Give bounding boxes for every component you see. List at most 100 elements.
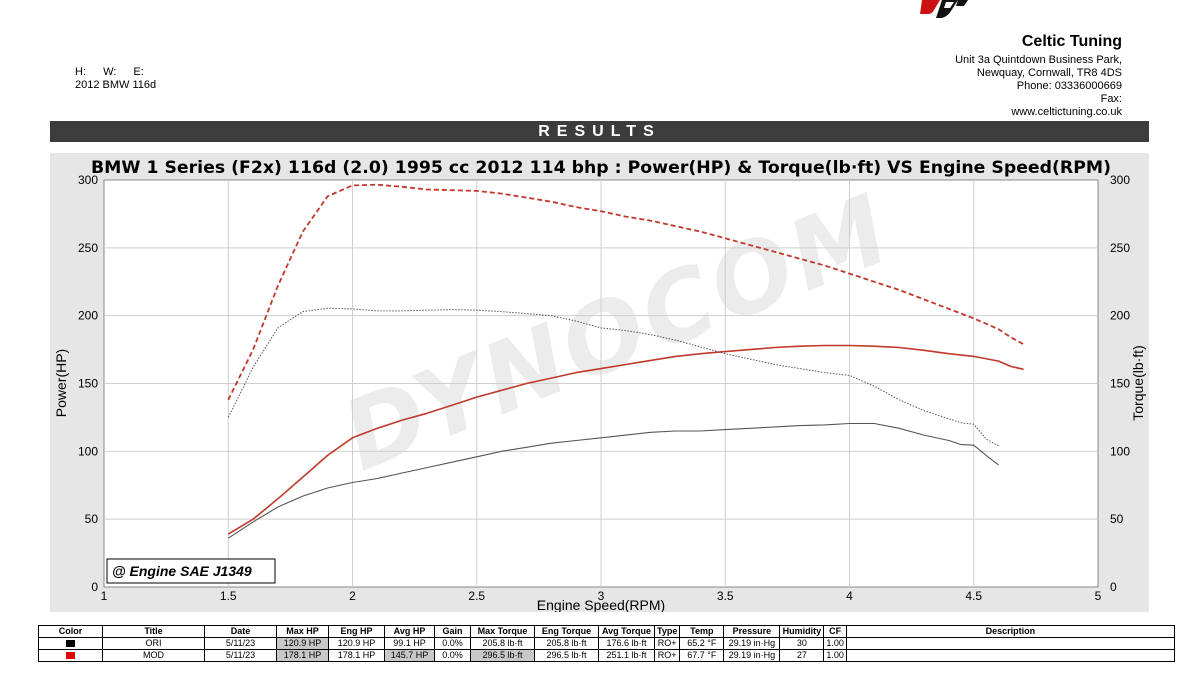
x-tick-label: 1.5 [220, 589, 237, 603]
row-pressure: 29.19 in·Hg [723, 637, 781, 650]
column-header: Gain [434, 625, 471, 638]
row-type: RO+ [653, 649, 681, 662]
row-description [845, 637, 1175, 650]
row-temp: 65.2 °F [679, 637, 725, 650]
row-cf: 1.00 [823, 637, 847, 650]
column-header: Pressure [723, 625, 781, 638]
row-avg-hp: 145.7 HP [384, 649, 435, 662]
row-eng-hp: 178.1 HP [328, 649, 385, 662]
row-color-cell [38, 637, 103, 650]
company-address-line2: Newquay, Cornwall, TR8 4DS [976, 67, 1122, 79]
y-tick-label-left: 300 [78, 173, 98, 187]
row-humidity: 27 [779, 649, 825, 662]
row-date: 5/11/23 [204, 649, 277, 662]
y-axis-label-left: Power(HP) [53, 349, 69, 417]
y-tick-label-left: 100 [78, 444, 98, 458]
row-humidity: 30 [779, 637, 825, 650]
company-phone: Phone: 03336000669 [1016, 80, 1122, 92]
y-tick-label-right: 150 [1110, 377, 1130, 391]
company-name: Celtic Tuning [1021, 33, 1122, 50]
company-website: www.celtictuning.co.uk [1011, 106, 1122, 118]
column-header: Max Torque [470, 625, 535, 638]
column-header: Type [653, 625, 681, 638]
row-cf: 1.00 [823, 649, 847, 662]
row-title: ORI [102, 637, 205, 650]
table-row-ori: ORI 5/11/23 120.9 HP 120.9 HP 99.1 HP 0.… [38, 637, 1175, 650]
x-tick-label: 1 [101, 589, 108, 603]
table-row-mod: MOD 5/11/23 178.1 HP 178.1 HP 145.7 HP 0… [38, 649, 1175, 662]
column-header: Humidity [779, 625, 825, 638]
column-header: CF [823, 625, 847, 638]
y-tick-label-right: 50 [1110, 512, 1124, 526]
row-color-cell [38, 649, 103, 662]
column-header: Temp [679, 625, 725, 638]
chart-title: BMW 1 Series (F2x) 116d (2.0) 1995 cc 20… [91, 158, 1111, 178]
x-tick-label: 2.5 [468, 589, 485, 603]
row-date: 5/11/23 [204, 637, 277, 650]
row-gain: 0.0% [434, 649, 471, 662]
company-fax: Fax: [1100, 93, 1122, 105]
column-header: Description [845, 625, 1175, 638]
column-header: Eng Torque [534, 625, 599, 638]
series-ori-power-line [227, 422, 999, 539]
results-table-header-row: Color Title Date Max HP Eng HP Avg HP Ga… [38, 625, 1175, 638]
x-tick-label: 4 [846, 589, 853, 603]
x-tick-label: 3 [598, 589, 605, 603]
series-mod-torque-line [227, 183, 1024, 401]
row-max-torque: 205.8 lb·ft [470, 637, 535, 650]
color-swatch [66, 652, 75, 660]
row-avg-hp: 99.1 HP [384, 637, 435, 650]
row-type: RO+ [653, 637, 681, 650]
column-header: Max HP [276, 625, 329, 638]
column-header: Eng HP [328, 625, 385, 638]
y-tick-label-left: 150 [78, 377, 98, 391]
company-address-line1: Unit 3a Quintdown Business Park, [955, 54, 1122, 66]
row-max-hp: 178.1 HP [276, 649, 329, 662]
row-max-hp: 120.9 HP [276, 637, 329, 650]
row-avg-torque: 251.1 lb·ft [598, 649, 655, 662]
column-header: Title [102, 625, 205, 638]
row-temp: 67.7 °F [679, 649, 725, 662]
row-avg-torque: 176.6 lb·ft [598, 637, 655, 650]
row-title: MOD [102, 649, 205, 662]
y-tick-label-right: 0 [1110, 580, 1117, 594]
annotation-box [106, 558, 276, 584]
results-table: Color Title Date Max HP Eng HP Avg HP Ga… [38, 625, 1175, 662]
row-pressure: 29.19 in·Hg [723, 649, 781, 662]
y-tick-label-right: 200 [1110, 309, 1130, 323]
column-header: Date [204, 625, 277, 638]
vehicle-info: H: W: E: 2012 BMW 116d [75, 66, 158, 92]
annotation-text: @ Engine SAE J1349 [112, 563, 252, 579]
dyno-chart-panel: DYNOCOM 1 1.5 2 2.5 3 3.5 4 4.5 5 0 0 50 50 100 100 150 1… [50, 153, 1149, 612]
color-swatch [66, 640, 75, 648]
vehicle-description: 2012 BMW 116d [75, 79, 157, 91]
y-tick-label-left: 250 [78, 241, 98, 255]
x-tick-label: 3.5 [717, 589, 734, 603]
row-eng-hp: 120.9 HP [328, 637, 385, 650]
row-eng-torque: 205.8 lb·ft [534, 637, 599, 650]
y-tick-label-left: 50 [85, 512, 99, 526]
x-tick-label: 5 [1095, 589, 1102, 603]
x-tick-label: 4.5 [965, 589, 982, 603]
vehicle-h: H: [75, 66, 86, 78]
results-banner: RESULTS [50, 121, 1149, 142]
row-gain: 0.0% [434, 637, 471, 650]
y-tick-label-left: 200 [78, 309, 98, 323]
y-axis-label-right: Torque(lb·ft) [1130, 345, 1146, 420]
vehicle-w: W: [103, 66, 117, 78]
celtic-tuning-logo-icon [920, 0, 968, 18]
series-mod-power-line [227, 344, 1024, 535]
x-tick-label: 2 [349, 589, 356, 603]
vehicle-hwe: H: W: E: [75, 66, 158, 79]
row-max-torque: 296.5 lb·ft [470, 649, 535, 662]
row-description [845, 649, 1175, 662]
x-axis-label: Engine Speed(RPM) [537, 597, 665, 612]
column-header: Avg HP [384, 625, 435, 638]
y-tick-label-right: 300 [1110, 173, 1130, 187]
y-tick-label-right: 100 [1110, 444, 1130, 458]
column-header: Avg Torque [598, 625, 655, 638]
vehicle-e: E: [133, 66, 144, 78]
y-tick-label-right: 250 [1110, 241, 1130, 255]
column-header: Color [38, 625, 103, 638]
